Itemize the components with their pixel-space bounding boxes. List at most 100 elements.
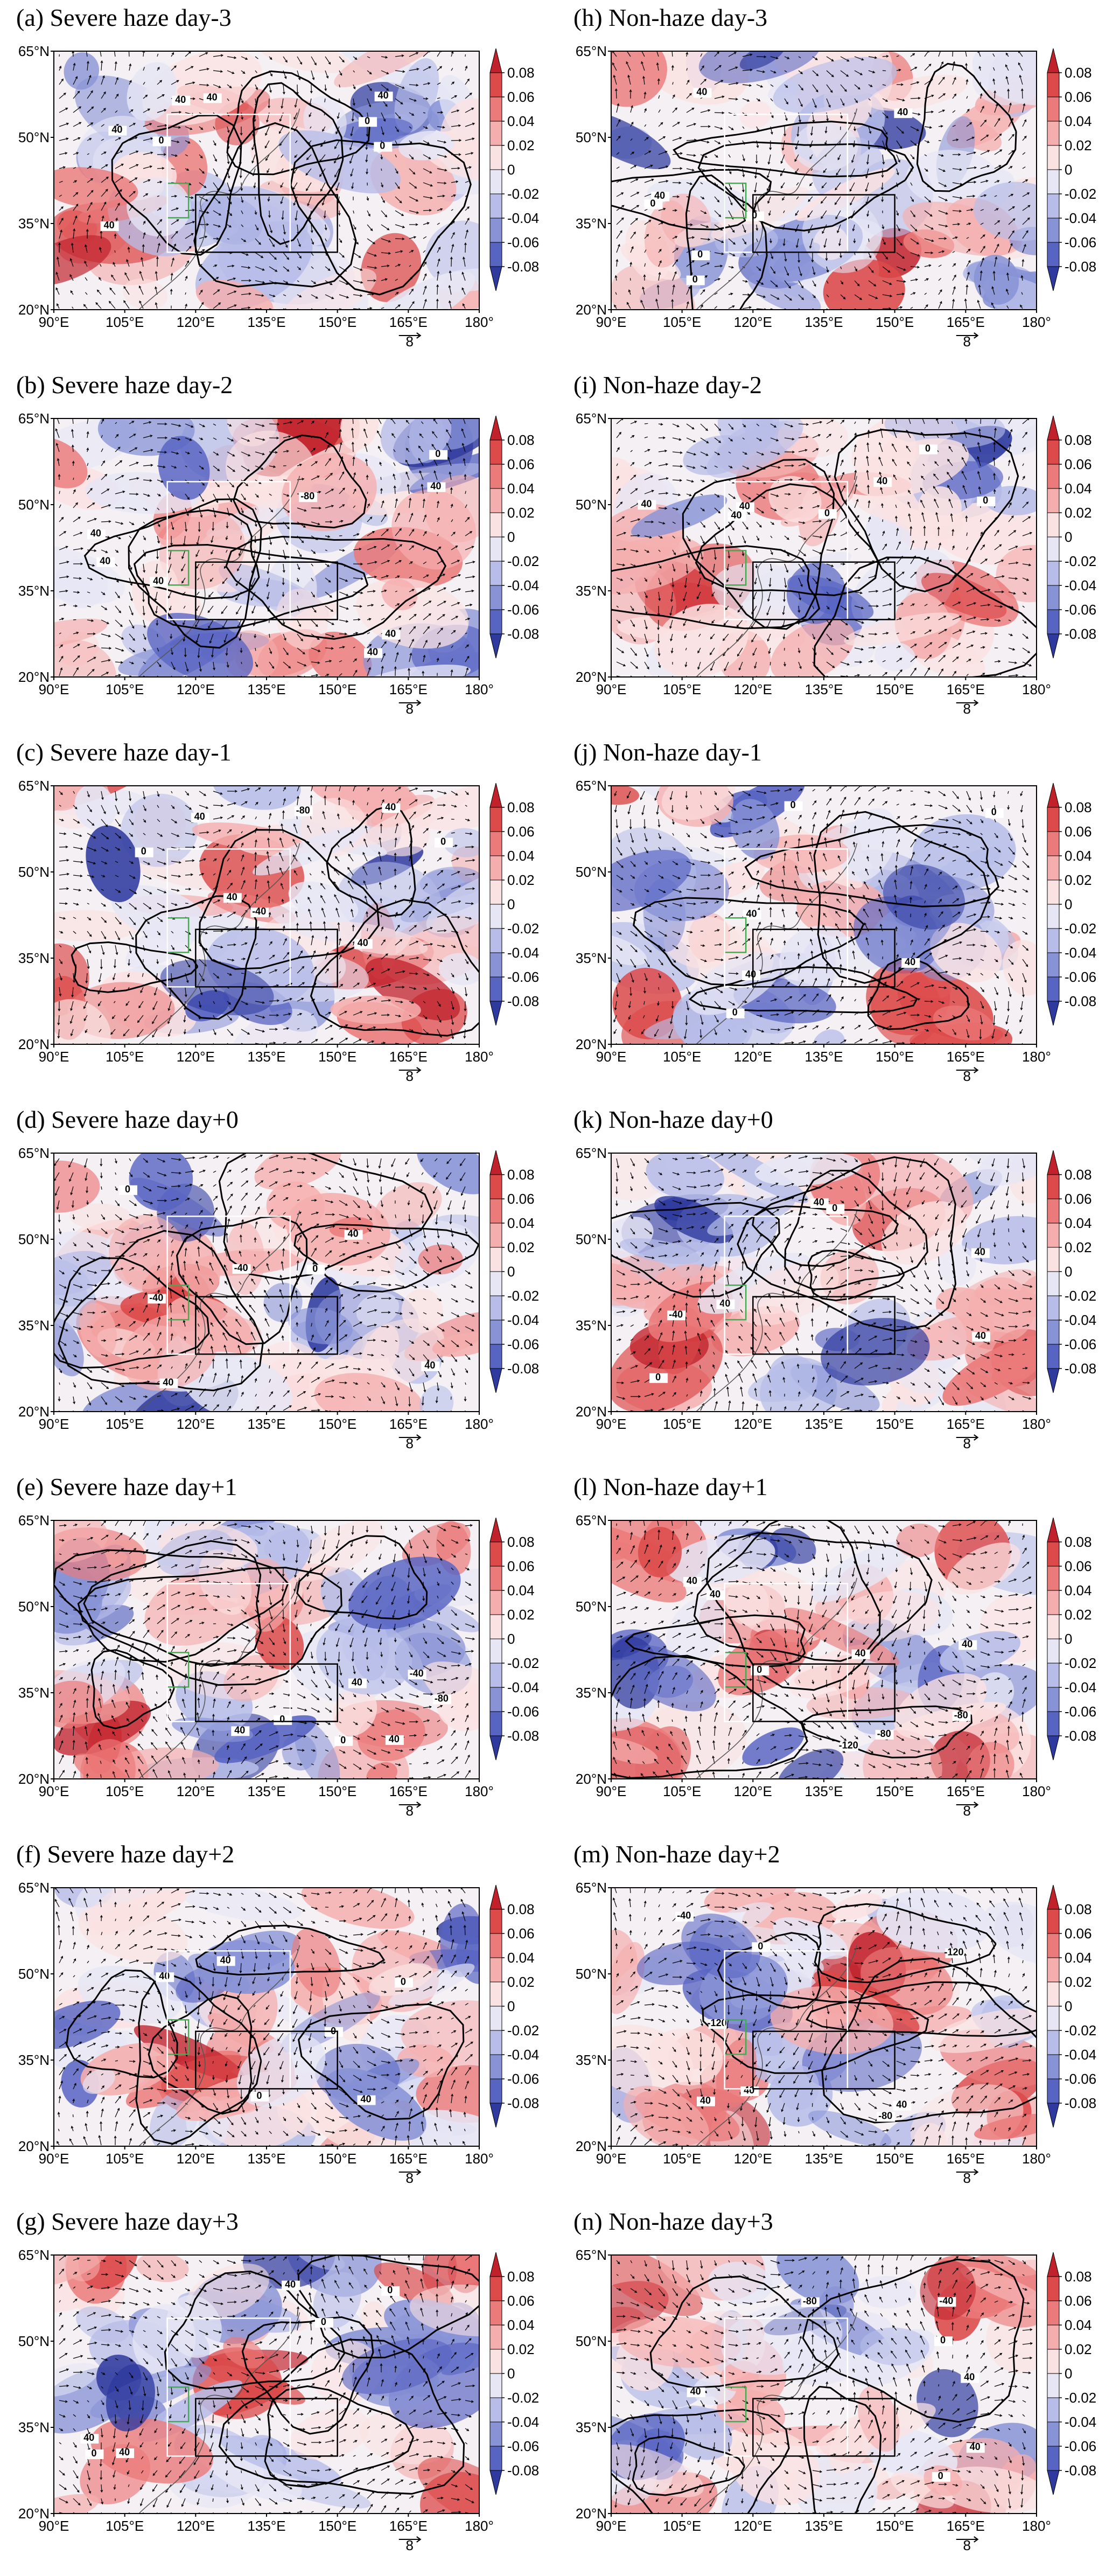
wind-vector bbox=[393, 462, 396, 466]
wind-arrowhead bbox=[1024, 592, 1027, 595]
field-shading bbox=[147, 612, 254, 677]
y-tick-label: 50°N bbox=[576, 497, 607, 513]
wind-vector bbox=[980, 619, 989, 620]
wind-arrowhead bbox=[873, 646, 876, 649]
wind-vector bbox=[644, 137, 649, 141]
wind-vector bbox=[87, 549, 96, 551]
wind-vector bbox=[325, 488, 334, 494]
wind-vector bbox=[933, 486, 939, 494]
wind-vector bbox=[947, 472, 953, 480]
wind-vector bbox=[924, 111, 933, 113]
wind-vector bbox=[227, 126, 229, 132]
wind-vector bbox=[156, 605, 158, 613]
wind-vector bbox=[269, 84, 271, 93]
wind-arrowhead bbox=[914, 228, 918, 232]
wind-arrowhead bbox=[936, 418, 939, 421]
colorbar-tick-label: -0.06 bbox=[1065, 234, 1096, 250]
wind-vector bbox=[686, 521, 690, 525]
wind-arrowhead bbox=[397, 575, 400, 578]
wind-vector bbox=[451, 110, 459, 113]
wind-vector bbox=[910, 644, 917, 648]
wind-vector bbox=[991, 303, 995, 309]
wind-arrowhead bbox=[159, 219, 163, 222]
wind-vector bbox=[616, 577, 623, 581]
wind-vector bbox=[325, 660, 332, 662]
wind-arrowhead bbox=[261, 294, 264, 297]
contour-line bbox=[813, 556, 1037, 677]
colorbar-segment bbox=[1047, 464, 1060, 489]
wind-arrowhead bbox=[621, 192, 624, 195]
wind-arrowhead bbox=[355, 632, 359, 635]
reference-vector-arrow bbox=[398, 332, 422, 339]
wind-vector bbox=[714, 437, 721, 443]
wind-vector bbox=[612, 51, 617, 57]
wind-vector bbox=[115, 78, 118, 85]
wind-vector bbox=[381, 604, 384, 606]
wind-vector bbox=[906, 445, 911, 452]
wind-vector bbox=[700, 535, 705, 544]
field-shading bbox=[654, 603, 748, 677]
wind-vector bbox=[395, 528, 402, 536]
wind-arrowhead bbox=[108, 634, 111, 638]
wind-vector bbox=[714, 521, 720, 530]
wind-arrowhead bbox=[351, 186, 354, 190]
wind-arrowhead bbox=[248, 306, 251, 309]
wind-vector bbox=[752, 647, 757, 655]
wind-vector bbox=[798, 463, 806, 466]
wind-arrowhead bbox=[722, 95, 725, 99]
wind-vector bbox=[1022, 231, 1028, 239]
wind-arrowhead bbox=[876, 590, 879, 593]
wind-arrowhead bbox=[326, 782, 328, 784]
wind-vector bbox=[924, 238, 934, 242]
wind-arrowhead bbox=[907, 501, 910, 505]
wind-arrowhead bbox=[204, 185, 207, 189]
wind-vector bbox=[367, 56, 370, 58]
wind-vector bbox=[353, 266, 362, 271]
wind-arrowhead bbox=[459, 139, 462, 142]
wind-arrowhead bbox=[647, 449, 650, 452]
wind-arrowhead bbox=[717, 51, 719, 54]
wind-arrowhead bbox=[453, 630, 456, 633]
contour-label: 40 bbox=[877, 476, 887, 486]
wind-arrowhead bbox=[1006, 272, 1009, 275]
wind-arrowhead bbox=[725, 607, 728, 610]
wind-vector bbox=[56, 272, 60, 281]
wind-vector bbox=[311, 238, 314, 245]
wind-arrowhead bbox=[241, 200, 244, 204]
wind-vector bbox=[644, 633, 648, 644]
wind-arrowhead bbox=[121, 475, 124, 478]
wind-vector bbox=[658, 136, 666, 141]
wind-vector bbox=[615, 292, 617, 295]
wind-vector bbox=[644, 263, 646, 267]
wind-arrowhead bbox=[715, 155, 718, 158]
wind-arrowhead bbox=[55, 287, 58, 290]
wind-vector bbox=[72, 429, 74, 438]
wind-vector bbox=[964, 500, 967, 508]
wind-arrowhead bbox=[947, 458, 950, 462]
wind-vector bbox=[938, 629, 947, 634]
wind-arrowhead bbox=[676, 507, 679, 511]
wind-vector bbox=[756, 521, 762, 528]
wind-arrowhead bbox=[835, 187, 838, 191]
wind-vector bbox=[437, 247, 440, 253]
wind-vector bbox=[630, 577, 634, 581]
wind-arrowhead bbox=[826, 270, 829, 273]
wind-vector bbox=[657, 62, 659, 71]
wind-vector bbox=[171, 65, 177, 71]
wind-arrowhead bbox=[982, 673, 985, 675]
wind-arrowhead bbox=[187, 497, 190, 500]
wind-vector bbox=[143, 422, 151, 424]
wind-vector bbox=[671, 51, 673, 57]
wind-vector bbox=[126, 259, 130, 267]
wind-vector bbox=[1022, 166, 1026, 169]
wind-arrowhead bbox=[116, 77, 118, 80]
y-tick-label: 50°N bbox=[576, 129, 607, 145]
wind-arrowhead bbox=[94, 645, 97, 647]
wind-arrowhead bbox=[89, 138, 92, 141]
wind-vector bbox=[994, 530, 999, 536]
wind-vector bbox=[896, 669, 902, 676]
wind-vector bbox=[924, 224, 934, 230]
wind-arrowhead bbox=[899, 658, 902, 660]
contour-label: 40 bbox=[378, 90, 389, 101]
wind-vector bbox=[199, 465, 204, 470]
